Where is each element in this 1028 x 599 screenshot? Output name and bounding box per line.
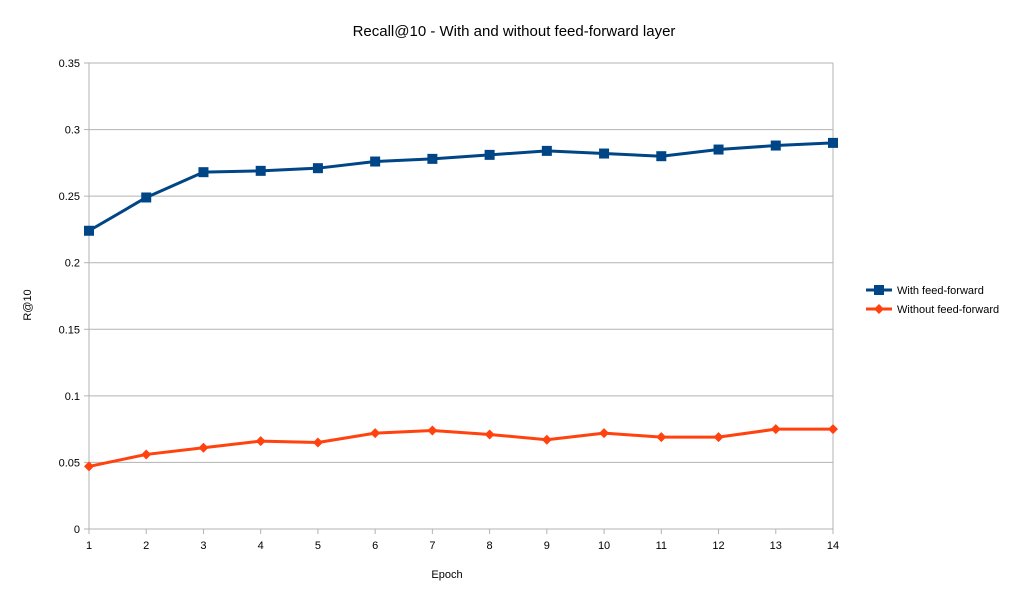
data-point xyxy=(828,424,838,435)
x-tick-label: 7 xyxy=(429,540,435,552)
y-tick-label: 0.2 xyxy=(65,258,80,270)
data-point xyxy=(198,442,209,453)
y-tick-label: 0.05 xyxy=(59,457,80,469)
data-point xyxy=(255,436,266,447)
legend: With feed-forward Without feed-forward xyxy=(866,285,999,316)
y-tick-label: 0.3 xyxy=(65,125,80,137)
data-point xyxy=(484,429,495,440)
x-tick-label: 6 xyxy=(372,540,378,552)
data-point xyxy=(656,151,667,162)
legend-swatch-marker xyxy=(874,304,884,314)
x-axis-title: Epoch xyxy=(431,569,462,581)
x-tick-label: 4 xyxy=(258,540,264,552)
series-layer xyxy=(84,137,838,472)
x-tick-label: 9 xyxy=(544,540,550,552)
x-tick-label: 5 xyxy=(315,540,321,552)
x-tick-label: 8 xyxy=(487,540,493,552)
x-tick-label: 11 xyxy=(656,540,667,552)
x-axis-ticks: 1 2 3 4 5 6 7 8 9 10 11 12 13 14 xyxy=(86,529,839,552)
y-tick-label: 0.25 xyxy=(59,191,80,203)
y-tick-label: 0.35 xyxy=(59,58,80,70)
data-point xyxy=(713,432,724,443)
data-point xyxy=(599,428,610,439)
legend-item: Without feed-forward xyxy=(866,304,999,316)
y-tick-label: 0 xyxy=(74,524,80,536)
y-axis-title: R@10 xyxy=(22,289,34,320)
data-point xyxy=(141,449,152,460)
y-axis-ticks: 0 0.05 0.1 0.15 0.2 0.25 0.3 0.35 xyxy=(59,58,89,536)
series-line xyxy=(88,427,833,468)
x-tick-label: 14 xyxy=(827,540,839,552)
data-point xyxy=(599,148,610,159)
data-point xyxy=(370,428,381,439)
x-tick-label: 10 xyxy=(598,540,610,552)
axes xyxy=(88,63,834,530)
data-point xyxy=(141,192,152,203)
legend-item: With feed-forward xyxy=(866,285,984,297)
data-point xyxy=(656,432,667,443)
data-point xyxy=(312,437,323,448)
x-tick-label: 3 xyxy=(200,540,206,552)
x-tick-label: 1 xyxy=(86,540,92,552)
data-point xyxy=(427,153,438,164)
data-point xyxy=(770,424,781,435)
data-point xyxy=(713,144,724,155)
chart-title: Recall@10 - With and without feed-forwar… xyxy=(353,23,676,40)
legend-label: With feed-forward xyxy=(897,285,984,297)
data-point xyxy=(427,425,438,436)
series-line xyxy=(88,141,834,233)
x-tick-label: 13 xyxy=(770,540,782,552)
data-point xyxy=(370,156,381,167)
data-point xyxy=(84,225,94,236)
legend-swatch-marker xyxy=(874,285,884,295)
data-point xyxy=(484,149,495,160)
data-point xyxy=(541,145,552,156)
legend-label: Without feed-forward xyxy=(897,304,999,316)
data-point xyxy=(84,461,94,472)
grid-lines xyxy=(89,62,833,530)
x-tick-label: 2 xyxy=(143,540,149,552)
series-1 xyxy=(84,137,838,236)
data-point xyxy=(255,165,266,176)
y-tick-label: 0.1 xyxy=(65,391,80,403)
y-tick-label: 0.15 xyxy=(59,324,80,336)
data-point xyxy=(828,137,838,148)
series-2 xyxy=(84,424,838,472)
data-point xyxy=(541,434,552,445)
x-tick-label: 12 xyxy=(712,540,724,552)
data-point xyxy=(198,167,209,178)
data-point xyxy=(312,163,323,174)
data-point xyxy=(770,140,781,151)
